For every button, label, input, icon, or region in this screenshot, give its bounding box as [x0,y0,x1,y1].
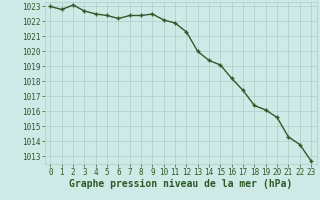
X-axis label: Graphe pression niveau de la mer (hPa): Graphe pression niveau de la mer (hPa) [69,179,292,189]
